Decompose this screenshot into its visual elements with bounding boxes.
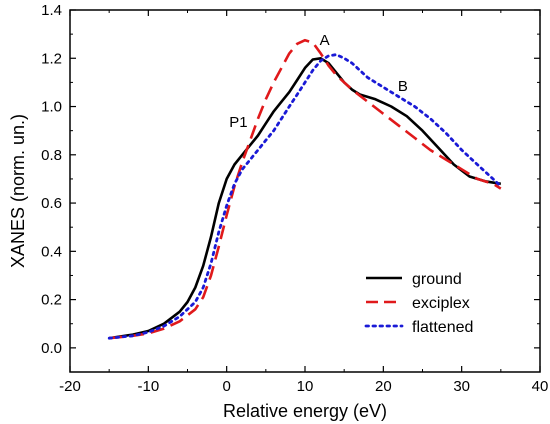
x-tick-label: 0 <box>222 378 230 395</box>
x-tick-label: -10 <box>137 378 159 395</box>
x-tick-label: -20 <box>59 378 81 395</box>
legend-label-flattened: flattened <box>412 319 473 336</box>
y-tick-label: 1.0 <box>41 99 62 116</box>
annotation-a: A <box>320 32 330 49</box>
x-axis-title: Relative energy (eV) <box>223 401 387 421</box>
y-tick-label: 0.0 <box>41 340 62 357</box>
y-tick-label: 0.8 <box>41 147 62 164</box>
legend-label-ground: ground <box>412 271 462 288</box>
x-tick-label: 40 <box>532 378 549 395</box>
y-tick-label: 0.4 <box>41 243 62 260</box>
legend-label-exciplex: exciplex <box>412 295 470 312</box>
annotation-p1: P1 <box>229 114 247 131</box>
y-tick-label: 1.4 <box>41 2 62 19</box>
plot-frame <box>69 9 541 373</box>
plot-layer: -20 -10 0 10 20 30 40 0.0 0.2 0.4 0.6 0.8 1.0 1.2 1.4 R… <box>8 2 548 421</box>
y-tick-label: 0.6 <box>41 195 62 212</box>
y-axis-title: XANES (norm. un.) <box>8 114 28 268</box>
x-tick-label: 20 <box>375 378 392 395</box>
series-line-ground <box>109 56 502 340</box>
y-tick-label: 1.2 <box>41 50 62 67</box>
annotation-b: B <box>398 78 408 95</box>
y-tick-label: 0.2 <box>41 292 62 309</box>
series-line-flattened <box>107 53 503 340</box>
x-tick-label: 10 <box>297 378 314 395</box>
x-tick-label: 30 <box>453 378 470 395</box>
